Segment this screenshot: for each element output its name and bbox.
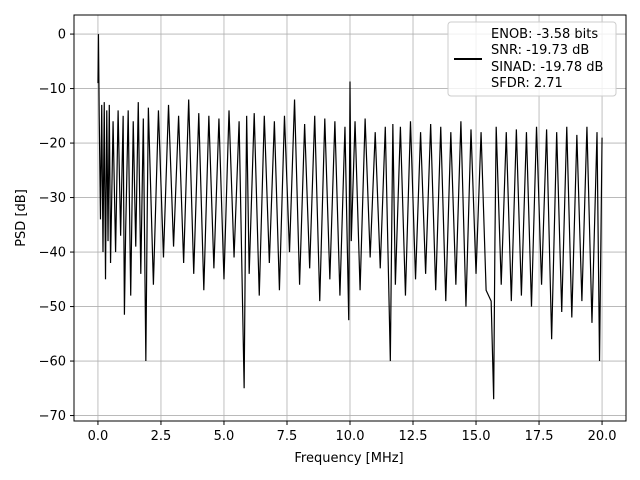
psd-series-line bbox=[97, 34, 603, 400]
y-tick-label: −20 bbox=[39, 137, 66, 152]
y-tick-label: −10 bbox=[39, 82, 66, 97]
x-tick-label: 17.5 bbox=[525, 429, 554, 444]
x-tick-label: 15.0 bbox=[462, 429, 491, 444]
x-tick-label: 0.0 bbox=[88, 429, 109, 444]
y-axis-ticks: 0 −10 −20 −30 −40 −50 −60 −70 bbox=[39, 28, 74, 424]
y-tick-label: −60 bbox=[39, 355, 66, 370]
legend-snr: SNR: -19.73 dB bbox=[491, 43, 589, 58]
y-tick-label: −40 bbox=[39, 246, 66, 261]
x-axis-ticks: 0.0 2.5 5.0 7.5 10.0 12.5 15.0 17.5 20.0 bbox=[88, 421, 617, 444]
y-tick-label: 0 bbox=[58, 28, 66, 43]
x-axis-label: Frequency [MHz] bbox=[294, 451, 403, 466]
x-tick-label: 12.5 bbox=[399, 429, 428, 444]
legend-box bbox=[447, 21, 617, 97]
legend-enob: ENOB: -3.58 bits bbox=[491, 27, 598, 42]
series-layer bbox=[97, 34, 603, 400]
x-tick-label: 7.5 bbox=[277, 429, 298, 444]
y-tick-label: −50 bbox=[39, 300, 66, 315]
y-axis-label: PSD [dB] bbox=[14, 189, 29, 247]
legend-sinad: SINAD: -19.78 dB bbox=[491, 60, 603, 75]
x-tick-label: 2.5 bbox=[151, 429, 172, 444]
y-tick-label: −70 bbox=[39, 409, 66, 424]
x-tick-label: 20.0 bbox=[588, 429, 617, 444]
y-tick-label: −30 bbox=[39, 191, 66, 206]
legend-sfdr: SFDR: 2.71 bbox=[491, 76, 563, 91]
x-tick-label: 10.0 bbox=[336, 429, 365, 444]
legend: ENOB: -3.58 bits SNR: -19.73 dB SINAD: -… bbox=[447, 21, 617, 97]
x-tick-label: 5.0 bbox=[214, 429, 235, 444]
